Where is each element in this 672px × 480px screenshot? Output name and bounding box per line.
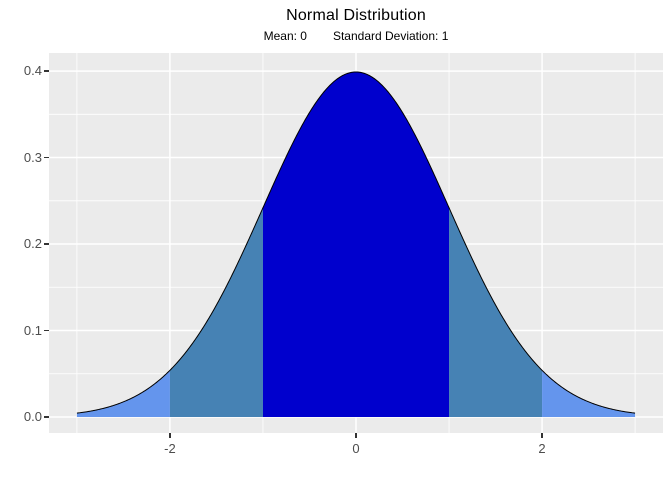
y-axis-label: 0.1 <box>23 322 42 338</box>
region-center-within-1-sd <box>262 71 450 418</box>
x-axis-label: 2 <box>538 441 546 456</box>
chart-title: Normal Distribution <box>286 7 426 24</box>
y-axis-tick <box>44 70 49 72</box>
y-axis-label: 0.2 <box>23 236 42 252</box>
y-axis-tick <box>44 329 49 332</box>
y-axis-label: 0.3 <box>23 149 42 165</box>
y-axis-label: 0.0 <box>23 409 42 424</box>
x-axis-tick <box>541 433 543 438</box>
y-axis-tick <box>44 243 49 245</box>
x-axis-tick <box>169 433 171 438</box>
y-axis-tick <box>44 416 49 418</box>
x-axis-label: 0 <box>352 441 360 456</box>
density-line <box>76 71 636 414</box>
region-tail-right-2-to-3-sd <box>542 370 636 417</box>
subtitle-sd-label: Standard Deviation: 1 <box>332 29 449 43</box>
subtitle-mean-label: Mean: 0 <box>263 29 307 43</box>
density-curve-svg <box>49 53 663 433</box>
x-axis-tick <box>355 433 357 438</box>
y-axis-tick <box>44 156 49 159</box>
region-tail-left-2-to-3-sd <box>76 370 170 417</box>
x-axis-label: -2 <box>164 441 176 456</box>
y-axis-label: 0.4 <box>23 63 42 79</box>
chart-subtitle: Mean: 0 Standard Deviation: 1 <box>49 29 663 43</box>
plot-panel <box>49 53 663 433</box>
